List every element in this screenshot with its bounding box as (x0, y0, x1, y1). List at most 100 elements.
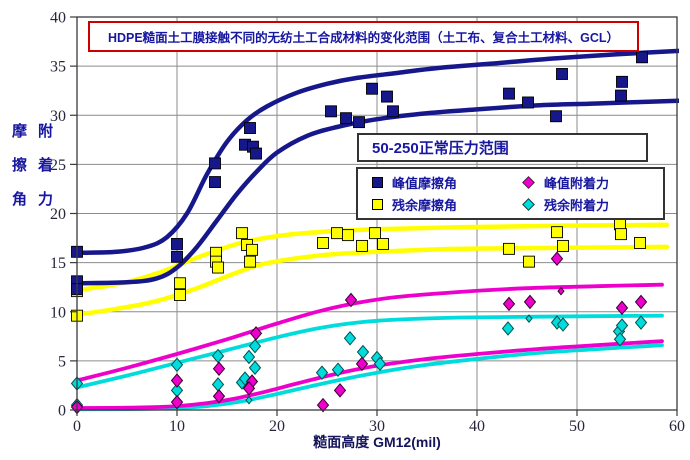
peak-friction-angle-point (381, 90, 393, 103)
peak-adhesion-point (550, 251, 564, 266)
peak-friction-angle-point (616, 75, 628, 88)
peak-adhesion-point (249, 326, 263, 341)
residual-adhesion-point (615, 318, 629, 333)
residual-friction-angle-point (614, 218, 626, 231)
x-tick-label: 0 (73, 418, 81, 435)
residual-adhesion-point (170, 357, 184, 373)
peak-adhesion-point (634, 294, 648, 310)
peak-friction-angle-point (209, 157, 221, 170)
peak-friction-angle-lower-curve (75, 98, 679, 286)
residual-friction-angle-upper-curve (75, 222, 670, 293)
residual-adhesion-upper-curve (75, 313, 664, 390)
residual-adhesion-point (331, 362, 345, 377)
residual-friction-angle-point (236, 227, 248, 240)
residual-friction-angle-point (246, 243, 258, 256)
peak-adhesion-point (316, 397, 330, 413)
residual-adhesion-point (501, 321, 515, 336)
x-tick-label: 60 (669, 418, 685, 435)
residual-friction-angle-point (356, 239, 368, 252)
y-tick-label: 30 (50, 108, 66, 125)
x-tick-label: 50 (569, 418, 585, 435)
peak-friction-angle-upper-curve (75, 48, 679, 256)
residual-friction-angle-point (174, 277, 186, 290)
x-tick-label: 30 (369, 418, 385, 435)
peak-adhesion-point (502, 296, 516, 312)
residual-adhesion-point (525, 314, 533, 324)
residual-friction-angle-point (551, 226, 563, 239)
peak-adhesion-point (170, 394, 184, 410)
residual-friction-angle-point (212, 261, 224, 274)
legend-label: 残余附着力 (544, 198, 610, 214)
residual-friction-angle-point (331, 227, 343, 240)
y-axis-label-friction-angle: 摩擦角 (10, 123, 27, 225)
peak-friction-angle-point (244, 122, 256, 134)
y-tick-label: 40 (50, 10, 66, 27)
peak-friction-angle-point (209, 176, 221, 189)
yellow-square-marker-icon (372, 199, 383, 211)
residual-adhesion-point (248, 360, 262, 376)
x-tick-label: 10 (169, 418, 185, 435)
peak-adhesion-point (557, 286, 565, 296)
y-axis-label-adhesion: 附着力 (36, 123, 53, 225)
residual-adhesion-point (242, 349, 256, 365)
residual-friction-angle-point (342, 229, 354, 242)
peak-friction-angle-point (615, 89, 627, 102)
peak-adhesion-upper-curve (75, 282, 664, 383)
residual-friction-angle-point (503, 242, 515, 255)
legend-label: 峰值摩擦角 (392, 175, 458, 191)
envelope-curves (75, 48, 679, 412)
peak-friction-angle-point (636, 51, 648, 64)
peak-adhesion-point (333, 383, 347, 398)
peak-friction-angle-point (340, 112, 352, 125)
legend-label: 峰值附着力 (544, 175, 610, 191)
peak-friction-angle-point (550, 110, 562, 123)
residual-adhesion-point (613, 331, 627, 347)
peak-friction-angle-point (503, 87, 515, 100)
residual-friction-angle-point (174, 289, 186, 301)
peak-friction-angle-point (325, 105, 337, 118)
peak-adhesion-point (344, 292, 358, 308)
x-tick-label: 20 (269, 418, 285, 435)
residual-adhesion-point (556, 317, 570, 332)
peak-adhesion-point (212, 388, 226, 404)
residual-adhesion-lower-curve (75, 343, 664, 412)
peak-adhesion-point (523, 294, 537, 310)
legend-item-residual-friction-angle: 残余摩擦角 (372, 195, 522, 214)
y-tick-label: 15 (50, 255, 66, 272)
navy-square-marker-icon (372, 176, 383, 188)
chart-title: HDPE糙面土工膜接触不同的无纺土工合成材料的变化范围（土工布、复合土工材料、G… (88, 21, 639, 52)
legend-item-peak-adhesion: 峰值附着力 (522, 173, 663, 192)
peak-friction-angle-point (353, 116, 365, 129)
pressure-range-annotation: 50-250正常压力范围 (357, 133, 648, 162)
residual-adhesion-point (211, 377, 225, 392)
legend: 峰值摩擦角 残余摩擦角 峰值附着力 残余附着力 (356, 167, 665, 220)
residual-friction-angle-point (523, 255, 535, 268)
peak-adhesion-point (170, 373, 184, 388)
residual-adhesion-point (373, 356, 387, 372)
residual-friction-angle-point (634, 237, 646, 249)
peak-adhesion-point (355, 356, 369, 372)
residual-adhesion-point (248, 338, 262, 354)
peak-adhesion-point (242, 381, 256, 396)
peak-adhesion-point (212, 361, 226, 377)
axis-ticks: 0 5 10 15 20 25 30 35 40 0 10 20 30 40 50 60 (50, 10, 685, 436)
peak-friction-angle-point (250, 147, 262, 160)
data-points (70, 51, 648, 415)
peak-friction-angle-point (522, 96, 534, 109)
residual-friction-angle-point (244, 255, 256, 268)
magenta-diamond-marker-icon (522, 175, 535, 189)
peak-friction-angle-point (387, 105, 399, 118)
y-tick-label: 35 (50, 59, 66, 76)
residual-adhesion-point (634, 315, 648, 330)
residual-adhesion-point (343, 331, 357, 346)
peak-adhesion-point (615, 300, 629, 316)
legend-label: 残余摩擦角 (392, 198, 458, 214)
y-tick-label: 25 (50, 157, 66, 174)
cyan-diamond-marker-icon (522, 198, 535, 212)
residual-adhesion-point (315, 365, 329, 380)
legend-item-residual-adhesion: 残余附着力 (522, 195, 663, 214)
x-tick-label: 40 (469, 418, 485, 435)
residual-friction-angle-point (317, 237, 329, 249)
residual-friction-angle-lower-curve (75, 244, 670, 317)
